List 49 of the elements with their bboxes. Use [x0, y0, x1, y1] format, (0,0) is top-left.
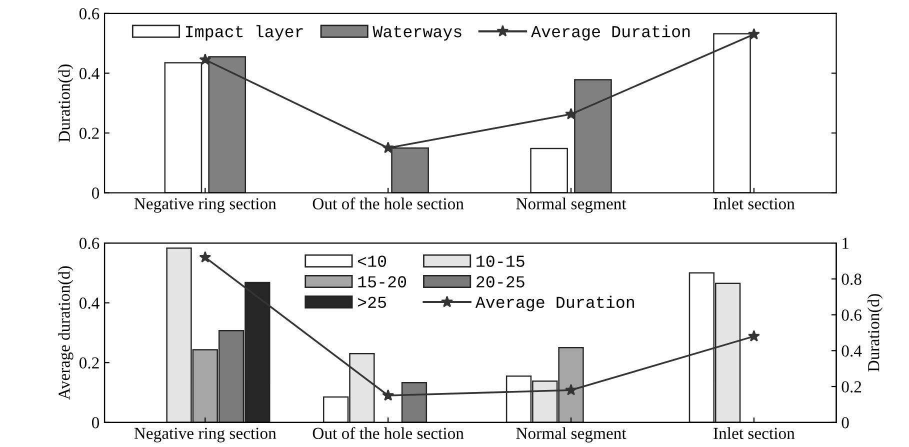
point: [199, 54, 212, 65]
point: [199, 251, 212, 263]
legend-label: <10: [358, 256, 386, 267]
legend-label: Impact layer: [186, 25, 303, 41]
x-tick-label: Inlet section: [714, 198, 795, 210]
y-tick-label: 0.2: [79, 357, 99, 369]
legend-label: Average Duration: [531, 25, 690, 41]
y2-axis-title: Duration(d): [868, 294, 883, 372]
x-tick-label: Out of the hole section: [312, 427, 464, 440]
legend-label: 15-20: [358, 276, 406, 288]
bar: [401, 382, 428, 422]
bar: [164, 62, 202, 193]
y-tick-label: 0.6: [79, 8, 100, 20]
y-axis-title: Duration(d): [58, 64, 74, 142]
x-tick-label: Out of the hole section: [312, 197, 464, 210]
x-tick-label: Negative ring section: [134, 428, 276, 442]
legend-label: 10-15: [476, 256, 524, 267]
bar: [391, 147, 429, 193]
y2-tick-label: 0.2: [842, 381, 862, 393]
x-tick-label: Normal segment: [516, 427, 626, 442]
y-tick-label: 0.4: [79, 68, 100, 80]
y2-tick-label: 0.6: [842, 309, 862, 321]
point: [748, 28, 760, 40]
bar: [713, 33, 751, 193]
y-tick-label: 0.6: [79, 238, 100, 250]
y2-tick-label: 0: [842, 417, 849, 428]
point: [748, 330, 760, 342]
y-tick-label: 0.4: [79, 298, 100, 309]
point: [565, 108, 577, 120]
y-tick-label: 0: [92, 417, 100, 428]
point: [382, 142, 394, 154]
x-tick-label: Negative ring section: [134, 198, 276, 213]
legend-label: Waterways: [372, 26, 462, 41]
y-tick-label: 0: [92, 187, 100, 199]
legend-label: Average Duration: [475, 296, 634, 312]
point: [565, 384, 577, 396]
bar: [530, 148, 568, 193]
y-tick-label: 0.2: [79, 128, 99, 140]
y2-tick-label: 0.8: [842, 274, 862, 285]
bar: [574, 79, 612, 193]
y-axis-title: Average duration(d): [58, 266, 74, 400]
y2-tick-label: 0.4: [842, 345, 862, 357]
x-tick-label: Inlet section: [714, 427, 795, 440]
bar: [208, 56, 246, 193]
legend-label: >25: [358, 296, 386, 308]
point: [382, 389, 394, 401]
x-tick-label: Normal segment: [516, 198, 626, 213]
legend-label: 20-25: [476, 276, 524, 288]
y2-tick-label: 1: [842, 238, 848, 249]
